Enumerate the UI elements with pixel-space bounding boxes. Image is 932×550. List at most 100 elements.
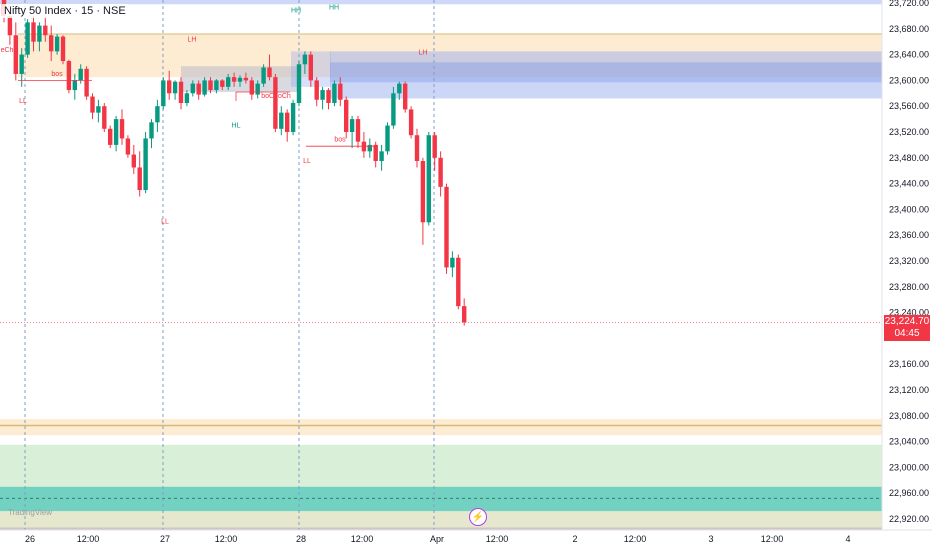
price-tick-label: 23,360.00: [889, 230, 929, 240]
teal-zone: [0, 486, 882, 512]
demand-zone-upper: [0, 419, 882, 436]
candle-body: [320, 90, 325, 100]
price-tick-label: 23,040.00: [889, 437, 929, 447]
candle-body: [285, 112, 290, 132]
price-tick-label: 23,120.00: [889, 385, 929, 395]
candle-body: [420, 161, 426, 223]
candle-body: [426, 135, 431, 223]
lightning-icon[interactable]: ⚡: [469, 508, 487, 526]
time-tick-label: 12:00: [624, 534, 647, 544]
candle-body: [237, 77, 243, 82]
candle-body: [84, 68, 89, 97]
time-axis: 26 12:00 27 12:00 28 12:00 Apr 12:00 2 12:00 3 12:0…: [0, 529, 932, 550]
candle-body: [108, 128, 113, 145]
candle-body: [462, 306, 467, 323]
candle-body: [190, 83, 195, 94]
candle-body: [373, 144, 378, 162]
candle-body: [290, 102, 296, 132]
candle-body: [231, 77, 237, 82]
price-tick-label: 23,240.00: [889, 308, 929, 318]
candle-body: [261, 67, 266, 84]
price-tick-label: 23,400.00: [889, 204, 929, 214]
time-tick-label: Apr: [430, 534, 444, 544]
candle-body: [397, 83, 402, 94]
blue-inner-zone: [330, 62, 882, 83]
candle-body: [349, 119, 355, 132]
candle-body: [43, 25, 48, 36]
candle-body: [102, 106, 107, 129]
time-tick-label: 12:00: [351, 534, 374, 544]
annotations-layer: bos LL LH LL HL HH HH bos LL LH boChoCh eCh: [1, 4, 428, 225]
candle-body: [338, 83, 343, 100]
candle-body: [367, 144, 372, 152]
candle-body: [243, 77, 249, 81]
candle-body: [314, 80, 319, 100]
candle-body: [220, 80, 225, 87]
candle-body: [172, 81, 178, 94]
day-separators: [0, 0, 882, 530]
candle-body: [31, 22, 36, 42]
time-tick-label: 12:00: [77, 534, 100, 544]
candle-body: [296, 64, 302, 103]
time-tick-label: 28: [296, 534, 306, 544]
price-tick-label: 23,720.00: [889, 0, 929, 8]
candle-body: [249, 80, 254, 95]
countdown-timer: 04:45: [894, 328, 920, 339]
candle-body: [49, 35, 54, 52]
price-tick-label: 23,680.00: [889, 24, 929, 34]
price-tick-label: 23,000.00: [889, 462, 929, 472]
candle-body: [202, 80, 207, 95]
price-tick-label: 23,080.00: [889, 411, 929, 421]
price-tick-label: 22,920.00: [889, 514, 929, 524]
candles-layer: [1, 0, 467, 326]
candle-body: [161, 80, 166, 107]
candle-body: [178, 81, 184, 103]
last-price-value: 23,224.70: [884, 316, 930, 327]
candle-body: [155, 106, 160, 123]
candle-body: [72, 80, 77, 91]
candle-body: [19, 54, 24, 74]
candle-body: [438, 157, 443, 187]
structure-label: boChoCh: [261, 93, 291, 100]
candle-body: [379, 151, 384, 162]
candle-body: [137, 167, 142, 191]
candle-body: [60, 36, 66, 62]
chart-title: Nifty 50 Index · 15 · NSE: [2, 4, 128, 18]
candle-body: [184, 93, 190, 103]
price-axis-bg: [882, 0, 932, 550]
time-tick-label: 2: [572, 534, 577, 544]
candle-body: [125, 138, 131, 155]
structure-label: bos: [51, 71, 63, 78]
candle-body: [54, 36, 60, 52]
candle-body: [403, 83, 408, 110]
green-zone: [0, 444, 882, 487]
price-tick-label: 23,480.00: [889, 153, 929, 163]
top-band: [0, 0, 882, 5]
structure-label: HH: [291, 8, 301, 15]
candle-body: [214, 80, 219, 91]
price-tick-label: 22,960.00: [889, 488, 929, 498]
candle-body: [66, 61, 72, 91]
candle-body: [255, 83, 260, 95]
time-tick-label: 12:00: [761, 534, 784, 544]
candle-body: [273, 77, 278, 129]
candle-body: [143, 138, 148, 191]
candle-body: [149, 122, 154, 139]
time-tick-label: 3: [708, 534, 713, 544]
olive-zone: [0, 511, 882, 528]
time-tick-label: 12:00: [215, 534, 238, 544]
structure-label: LH: [419, 50, 428, 57]
candle-body: [332, 83, 337, 103]
time-tick-label: 12:00: [486, 534, 509, 544]
candle-body: [450, 257, 455, 268]
candle-body: [456, 257, 461, 307]
tradingview-watermark: TradingView: [8, 508, 53, 517]
price-tick-label: 23,440.00: [889, 179, 929, 189]
candle-body: [25, 22, 30, 55]
candle-body: [326, 90, 331, 103]
structure-label: eCh: [1, 47, 14, 54]
supply-zone: [18, 33, 882, 78]
candle-body: [344, 99, 349, 132]
structure-label: LL: [19, 98, 27, 105]
